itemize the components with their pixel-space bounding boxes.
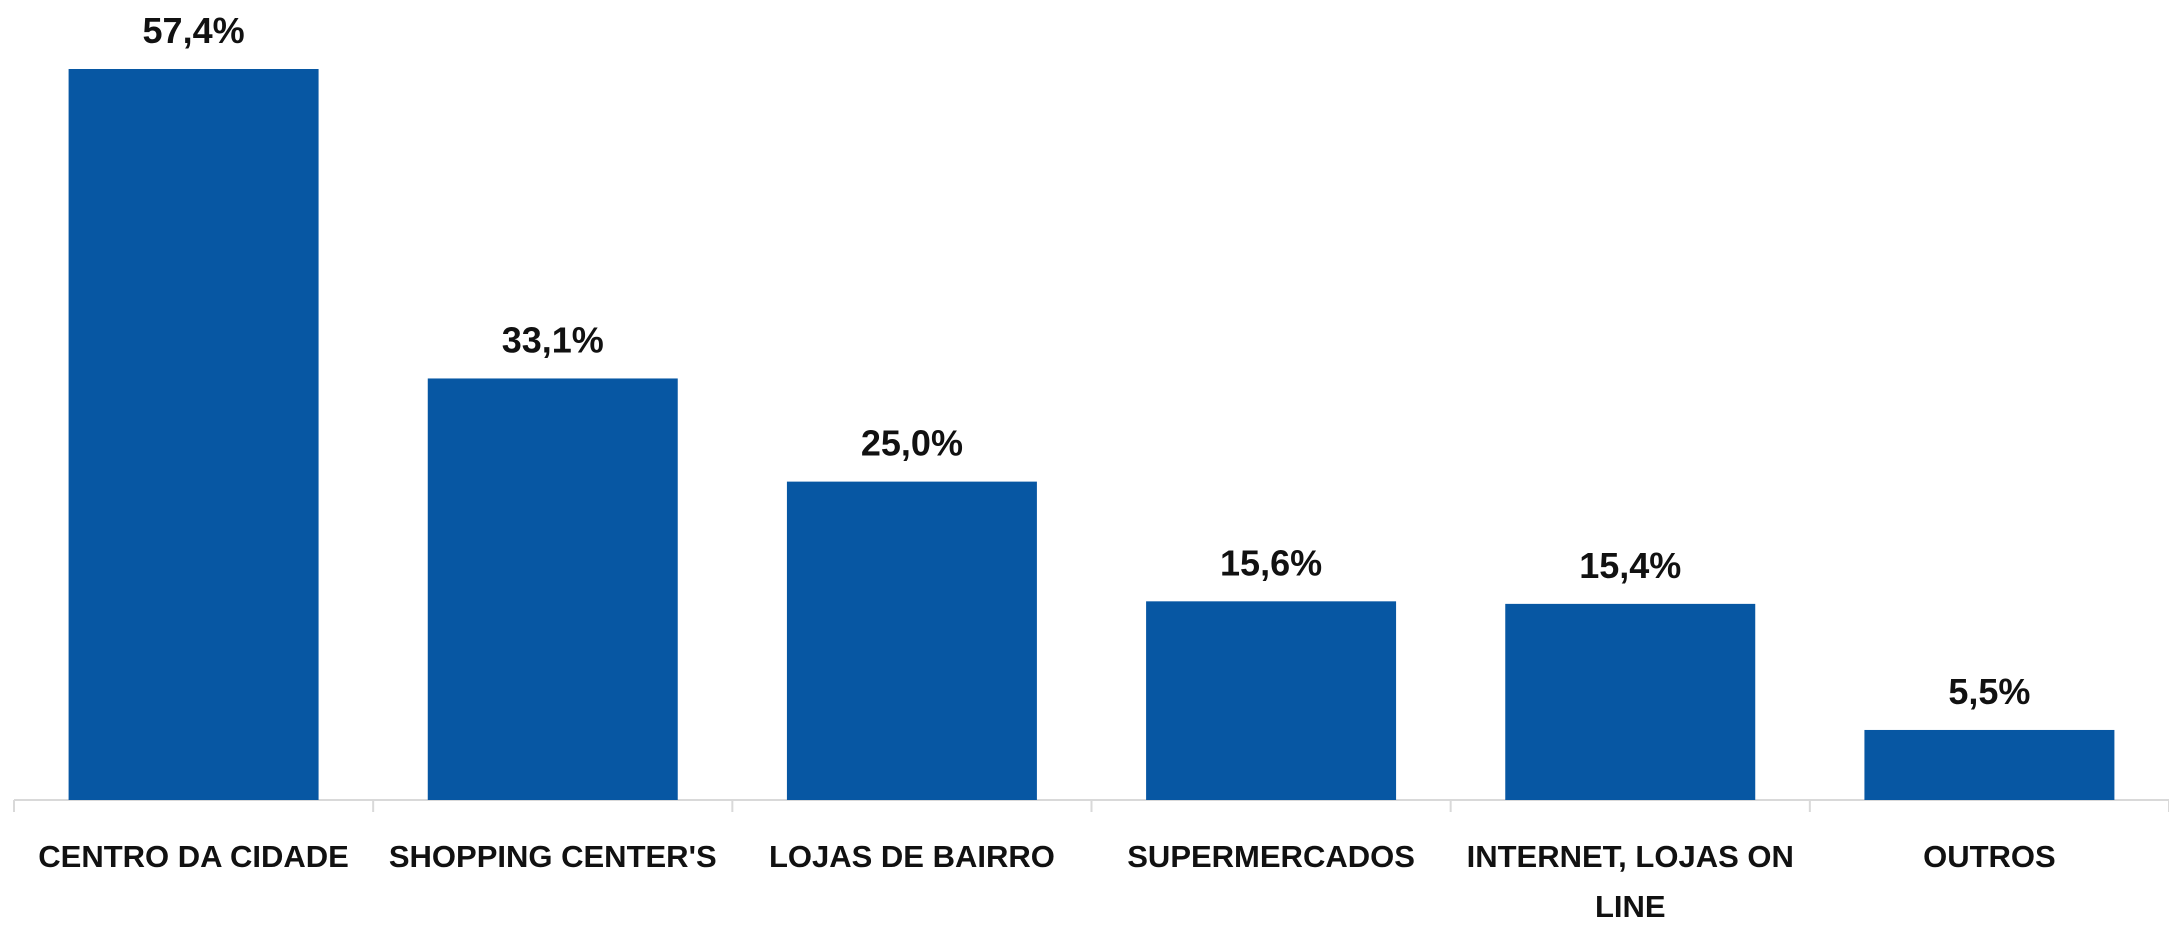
x-tick-label: LOJAS DE BAIRRO xyxy=(768,839,1055,874)
bar xyxy=(1146,601,1397,800)
value-label: 25,0% xyxy=(861,423,963,464)
bar xyxy=(786,481,1037,800)
x-tick-label: INTERNET, LOJAS ON LINE xyxy=(1466,839,1794,924)
x-tick-label: CENTRO DA CIDADE xyxy=(38,839,349,874)
value-label: 57,4% xyxy=(143,10,245,51)
x-tick-label: SUPERMERCADOS xyxy=(1127,839,1415,874)
x-tick-label: OUTROS xyxy=(1923,839,2056,874)
bar xyxy=(427,378,678,800)
value-label: 5,5% xyxy=(1948,671,2030,712)
bar xyxy=(1864,729,2115,800)
value-label: 15,4% xyxy=(1579,545,1681,586)
bar xyxy=(1505,603,1756,800)
value-label: 15,6% xyxy=(1220,542,1322,583)
bar xyxy=(68,69,319,800)
x-tick-label: SHOPPING CENTER'S xyxy=(388,839,717,874)
value-label: 33,1% xyxy=(502,319,604,360)
